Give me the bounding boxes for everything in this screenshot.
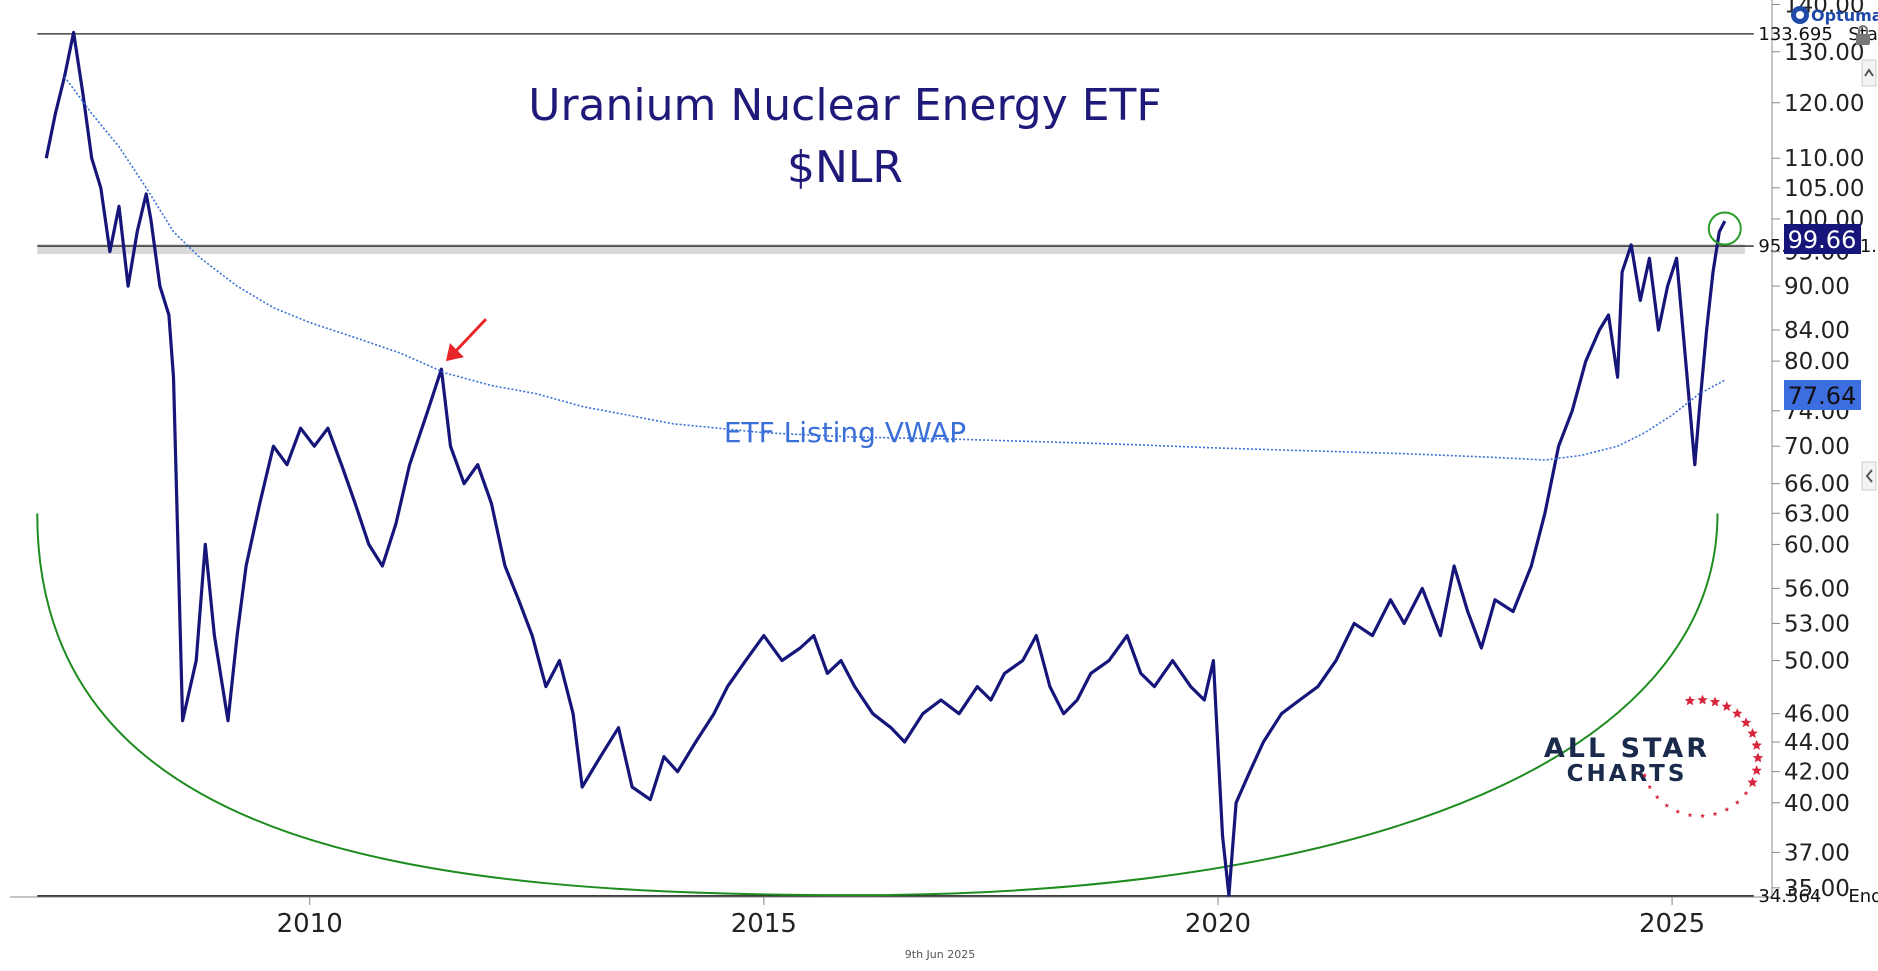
chart-title: Uranium Nuclear Energy ETF	[528, 80, 1161, 131]
brand-star-icon	[1747, 728, 1758, 738]
level-value: 34.564	[1758, 886, 1821, 907]
brand-star-icon	[1697, 694, 1708, 705]
brand-star-icon	[1654, 794, 1660, 800]
y-tick-label: 60.00	[1784, 532, 1850, 558]
y-tick-label: 70.00	[1784, 434, 1850, 460]
level-name: End	[1848, 886, 1878, 907]
y-tick-label: 90.00	[1784, 274, 1850, 300]
brand-star-icon	[1751, 739, 1762, 750]
rounding-bottom-layer	[36, 513, 1719, 897]
vwap-price-value: 77.64	[1788, 382, 1857, 410]
y-tick-label: 44.00	[1784, 730, 1850, 756]
brand-star-icon	[1675, 809, 1681, 814]
y-tick-label: 110.00	[1784, 146, 1864, 172]
brand-star-icon	[1647, 784, 1653, 789]
x-tick-label: 2020	[1185, 909, 1251, 939]
y-tick-label: 63.00	[1784, 501, 1850, 527]
y-tick-label: 56.00	[1784, 576, 1850, 602]
brand-star-icon	[1664, 803, 1670, 808]
x-tick-label: 2025	[1639, 909, 1705, 939]
x-tick-label: 2010	[277, 909, 343, 939]
y-tick-label: 105.00	[1784, 176, 1864, 202]
vwap-price-box	[1784, 380, 1861, 410]
y-tick-label: 40.00	[1784, 791, 1850, 817]
y-tick-label: 37.00	[1784, 840, 1850, 866]
brand-star-icon	[1721, 701, 1732, 711]
chevron-up-icon[interactable]	[1861, 59, 1877, 87]
all-star-charts-logo: ALL STAR CHARTS	[1544, 694, 1764, 818]
vwap-series-line	[63, 76, 1726, 461]
y-tick-label: 84.00	[1784, 318, 1850, 344]
brand-star-icon	[1642, 772, 1648, 778]
brand-line-1: ALL STAR	[1544, 733, 1710, 764]
y-tick-label: 50.00	[1784, 649, 1850, 675]
brand-star-icon	[1751, 765, 1762, 775]
brand-star-icon	[1700, 813, 1705, 818]
red-arrow-head	[445, 343, 464, 362]
optuma-logo: Optuma	[1791, 6, 1878, 25]
price-series-line	[44, 30, 1727, 897]
brand-star-icon	[1732, 708, 1743, 718]
x-tick-label: 2015	[731, 909, 797, 939]
series-layer	[44, 30, 1727, 897]
y-tick-label: 80.00	[1784, 349, 1850, 375]
last-price-box	[1784, 224, 1861, 254]
brand-star-icon	[1734, 799, 1740, 805]
x-axis-ticks: 2010 2015 2020 2025	[277, 897, 1705, 939]
footer-date: 9th Jun 2025	[905, 948, 975, 961]
brand-star-icon	[1709, 696, 1721, 707]
optuma-logo-text: Optuma	[1811, 6, 1878, 25]
lock-icon[interactable]	[1856, 25, 1870, 45]
brand-star-icon	[1747, 777, 1758, 787]
brand-star-icon	[1743, 790, 1749, 796]
chevron-left-icon[interactable]	[1861, 461, 1877, 491]
red-arrow-shaft	[450, 318, 488, 357]
brand-star-icon	[1684, 695, 1696, 706]
rounding-bottom-arc	[36, 513, 1719, 897]
y-tick-label: 66.00	[1784, 472, 1850, 498]
brand-star-icon	[1687, 812, 1693, 818]
level-zone	[37, 244, 1745, 255]
green-highlight-circle	[1707, 211, 1742, 246]
y-tick-label: 46.00	[1784, 702, 1850, 728]
brand-star-ring	[1642, 694, 1764, 818]
y-tick-label: 53.00	[1784, 611, 1850, 637]
brand-star-icon	[1712, 811, 1718, 816]
last-price-value: 99.66	[1788, 226, 1857, 254]
annotation-layer	[445, 211, 1742, 362]
y-tick-label: 35.00	[1784, 876, 1850, 902]
brand-line-2: CHARTS	[1567, 761, 1688, 787]
brand-star-icon	[1724, 806, 1730, 812]
y-tick-label: 120.00	[1784, 91, 1864, 117]
y-tick-label: 130.00	[1784, 40, 1864, 66]
chart-subtitle: $NLR	[787, 142, 903, 193]
vwap-series-label: ETF Listing VWAP	[724, 416, 966, 449]
brand-star-icon	[1740, 717, 1752, 728]
y-tick-label: 42.00	[1784, 760, 1850, 786]
level-value: 133.695	[1758, 24, 1832, 45]
brand-star-icon	[1752, 752, 1764, 763]
